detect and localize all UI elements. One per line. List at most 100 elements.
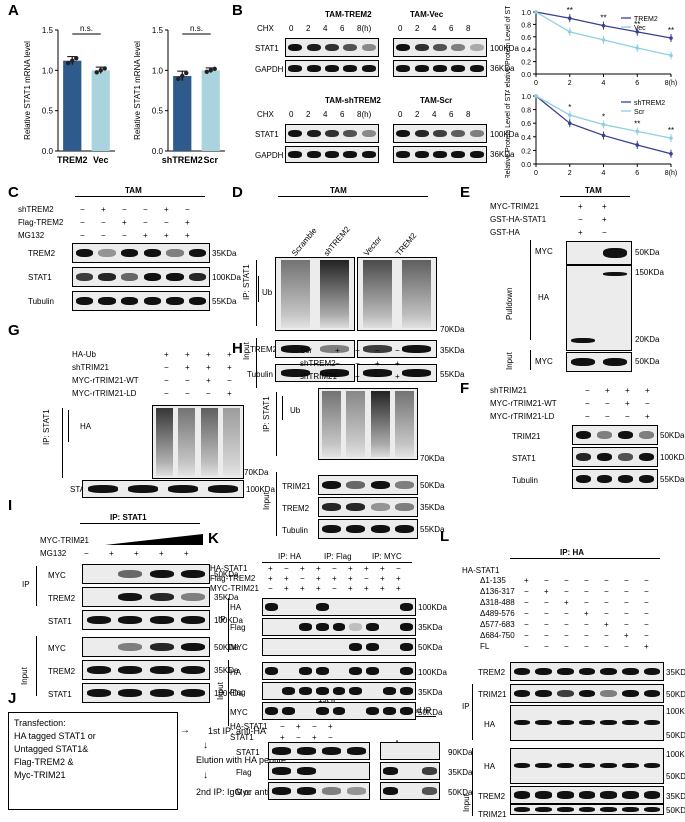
band [603, 272, 627, 276]
sign: − [564, 609, 569, 618]
band [401, 369, 432, 377]
blot-strip [393, 124, 487, 143]
arrow: → [180, 725, 190, 736]
band [121, 296, 139, 306]
sign: − [544, 620, 549, 629]
band [349, 667, 363, 675]
blot-strip [72, 243, 210, 263]
band [469, 151, 484, 158]
band [535, 689, 552, 698]
row-label: Δ489-576 [480, 609, 515, 618]
band [469, 65, 484, 72]
significance-label: n.s. [80, 24, 93, 33]
band [617, 474, 634, 484]
band [121, 248, 139, 258]
band [622, 720, 639, 725]
sign: − [584, 576, 589, 585]
ip-label: IP: STAT1 [42, 409, 51, 445]
ip-label: IP [218, 615, 226, 624]
band [361, 129, 376, 138]
sign: − [544, 576, 549, 585]
sign: + [109, 549, 114, 558]
blot-label: Flag [230, 623, 246, 632]
band [306, 65, 321, 72]
sign: − [624, 587, 629, 596]
blot-strip [285, 124, 379, 143]
blot-strip [357, 364, 437, 382]
kda-label: 50KDa [420, 481, 445, 490]
band [451, 43, 466, 52]
band [643, 689, 661, 698]
sign: + [355, 372, 360, 381]
band [643, 807, 661, 812]
band [189, 296, 207, 306]
band [366, 707, 380, 715]
sign: − [604, 587, 609, 596]
blot-strip [380, 782, 440, 800]
bracket-line [282, 396, 283, 420]
band [181, 592, 206, 602]
band [414, 151, 429, 158]
time-label: 4 [432, 24, 437, 33]
y-tick-label: 1.0 [521, 94, 531, 101]
stat1-label: STAT1 [255, 130, 279, 139]
lane-label: Scramble [290, 226, 319, 258]
blot-label: Tubulin [28, 297, 54, 306]
blot-strip [572, 447, 658, 467]
kda-label: 35KDa [666, 792, 685, 801]
band [346, 524, 366, 534]
blot-strip [380, 742, 440, 760]
band [361, 151, 376, 158]
band [118, 642, 143, 652]
significance-star: ** [668, 26, 674, 35]
kda-label: 100KDa [666, 750, 685, 759]
band [127, 485, 159, 493]
blot-label: HA [484, 720, 496, 729]
blot-strip [510, 748, 664, 784]
sign: − [624, 576, 629, 585]
sign: − [164, 218, 169, 227]
sign: + [348, 584, 353, 593]
sign: + [380, 574, 385, 583]
band [421, 767, 437, 775]
band [98, 296, 116, 306]
sign: + [395, 359, 400, 368]
band [265, 603, 278, 611]
chx-label: CHX [257, 110, 274, 119]
sign: − [624, 642, 629, 651]
sign: − [284, 564, 289, 573]
significance-star: ** [634, 119, 640, 128]
y-tick-label: 0.0 [42, 147, 54, 156]
sign: − [624, 598, 629, 607]
kda-label: 35KDa [214, 593, 239, 602]
band [280, 369, 311, 377]
band [383, 787, 398, 795]
sign: − [80, 218, 85, 227]
row-label: Δ1-135 [480, 576, 506, 585]
data-point [102, 66, 107, 71]
significance-star: * [568, 103, 571, 112]
band [306, 151, 321, 158]
band [600, 720, 617, 725]
kda-label: 90KDa [448, 748, 473, 757]
sign: − [584, 631, 589, 640]
y-axis-label: Relative STAT1 mRNA level [23, 41, 32, 140]
band [166, 272, 184, 282]
kda-label: 100KDa [490, 130, 519, 139]
sign: − [624, 609, 629, 618]
sign: + [206, 376, 211, 385]
gapdh-label: GAPDH [255, 151, 284, 160]
sign: − [335, 372, 340, 381]
band [557, 763, 574, 768]
band [306, 43, 321, 52]
sign: + [564, 598, 569, 607]
sign: − [164, 363, 169, 372]
band [451, 151, 466, 158]
data-point [66, 60, 71, 66]
significance-star: ** [567, 6, 573, 15]
sign: + [602, 202, 607, 211]
blot-strip [566, 241, 632, 265]
blot-strip [393, 146, 487, 163]
sign: + [332, 574, 337, 583]
band [370, 524, 390, 534]
